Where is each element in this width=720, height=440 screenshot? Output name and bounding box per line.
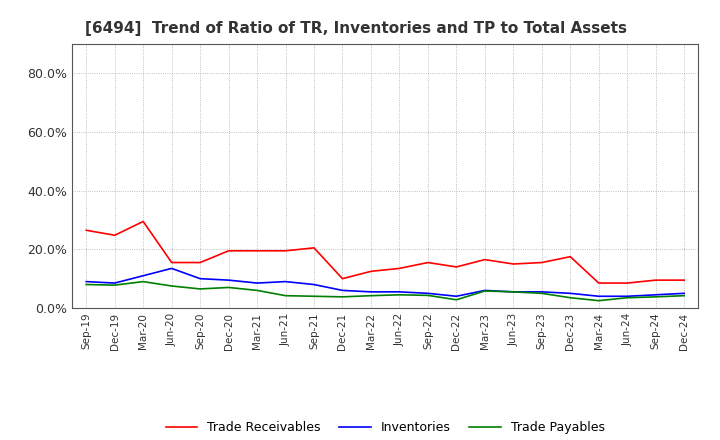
Trade Payables xyxy=(423,293,432,298)
Inventories xyxy=(225,278,233,283)
Inventories xyxy=(167,266,176,271)
Inventories xyxy=(282,279,290,284)
Trade Receivables xyxy=(253,248,261,253)
Inventories xyxy=(395,289,404,294)
Legend: Trade Receivables, Inventories, Trade Payables: Trade Receivables, Inventories, Trade Pa… xyxy=(161,416,610,439)
Trade Receivables xyxy=(282,248,290,253)
Inventories xyxy=(253,280,261,286)
Trade Receivables xyxy=(310,245,318,250)
Trade Payables xyxy=(452,297,461,302)
Inventories xyxy=(623,293,631,299)
Trade Payables xyxy=(139,279,148,284)
Trade Payables xyxy=(196,286,204,292)
Trade Receivables xyxy=(595,280,603,286)
Inventories xyxy=(480,288,489,293)
Trade Payables xyxy=(110,282,119,288)
Inventories xyxy=(196,276,204,281)
Trade Receivables xyxy=(366,269,375,274)
Trade Payables xyxy=(680,293,688,298)
Inventories xyxy=(338,288,347,293)
Inventories xyxy=(680,291,688,296)
Trade Receivables xyxy=(509,261,518,267)
Trade Receivables xyxy=(537,260,546,265)
Trade Receivables xyxy=(196,260,204,265)
Line: Trade Payables: Trade Payables xyxy=(86,282,684,301)
Trade Receivables xyxy=(566,254,575,259)
Trade Receivables xyxy=(652,278,660,283)
Inventories xyxy=(452,293,461,299)
Inventories xyxy=(366,289,375,294)
Trade Payables xyxy=(652,294,660,300)
Trade Payables xyxy=(509,289,518,294)
Inventories xyxy=(110,280,119,286)
Trade Payables xyxy=(253,288,261,293)
Trade Receivables xyxy=(423,260,432,265)
Trade Receivables xyxy=(395,266,404,271)
Trade Payables xyxy=(82,282,91,287)
Trade Receivables xyxy=(167,260,176,265)
Trade Receivables xyxy=(225,248,233,253)
Inventories xyxy=(82,279,91,284)
Trade Receivables xyxy=(452,264,461,270)
Trade Receivables xyxy=(338,276,347,281)
Trade Payables xyxy=(310,293,318,299)
Text: [6494]  Trend of Ratio of TR, Inventories and TP to Total Assets: [6494] Trend of Ratio of TR, Inventories… xyxy=(84,21,626,36)
Inventories xyxy=(537,289,546,294)
Inventories xyxy=(566,291,575,296)
Inventories xyxy=(139,273,148,279)
Trade Receivables xyxy=(110,233,119,238)
Trade Payables xyxy=(395,292,404,297)
Trade Payables xyxy=(566,295,575,301)
Inventories xyxy=(423,291,432,296)
Trade Payables xyxy=(167,283,176,289)
Trade Receivables xyxy=(82,227,91,233)
Trade Receivables xyxy=(680,278,688,283)
Inventories xyxy=(652,292,660,297)
Trade Payables xyxy=(366,293,375,298)
Inventories xyxy=(595,293,603,299)
Trade Payables xyxy=(480,288,489,293)
Trade Payables xyxy=(338,294,347,300)
Trade Receivables xyxy=(480,257,489,262)
Line: Trade Receivables: Trade Receivables xyxy=(86,221,684,283)
Trade Payables xyxy=(225,285,233,290)
Trade Receivables xyxy=(623,280,631,286)
Trade Payables xyxy=(282,293,290,298)
Inventories xyxy=(509,289,518,294)
Trade Payables xyxy=(623,295,631,301)
Inventories xyxy=(310,282,318,287)
Trade Receivables xyxy=(139,219,148,224)
Line: Inventories: Inventories xyxy=(86,268,684,296)
Trade Payables xyxy=(595,298,603,303)
Trade Payables xyxy=(537,291,546,296)
